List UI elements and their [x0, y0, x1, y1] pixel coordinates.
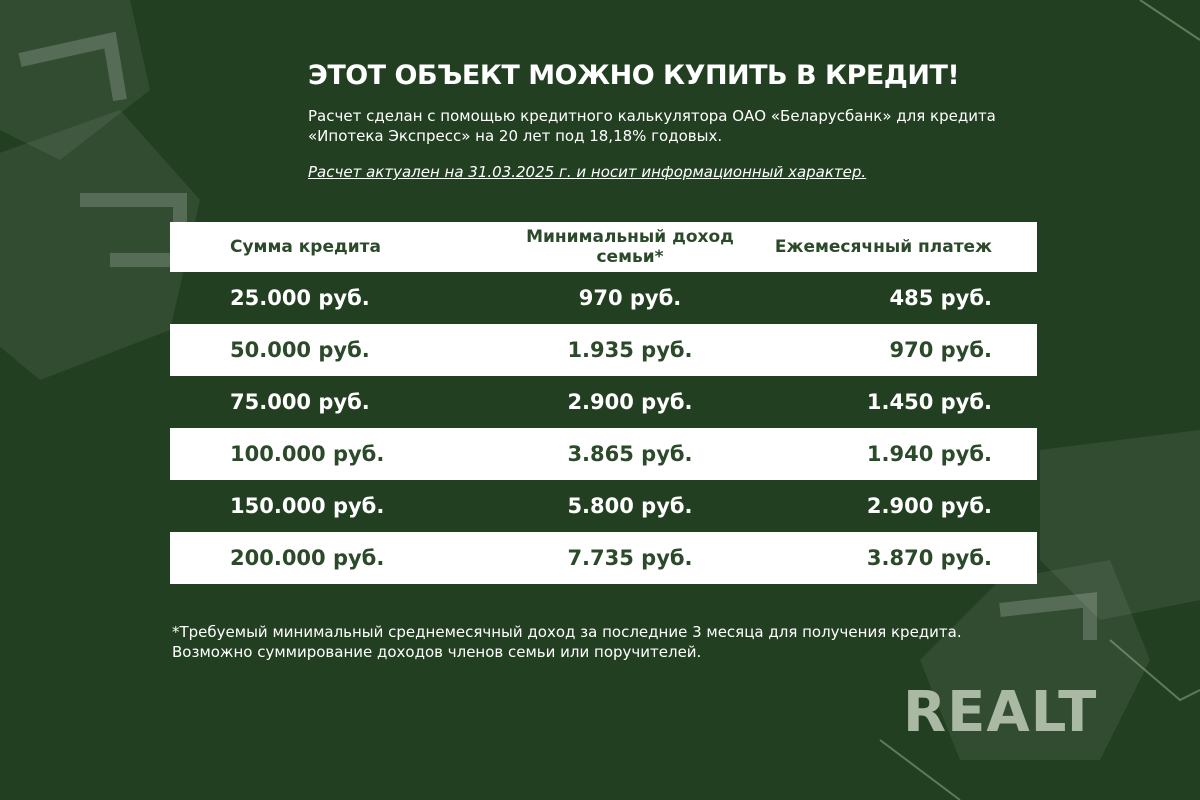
- page-title: ЭТОТ ОБЪЕКТ МОЖНО КУПИТЬ В КРЕДИТ!: [308, 60, 960, 91]
- relevance-note: Расчет актуален на 31.03.2025 г. и носит…: [308, 163, 867, 181]
- table-row: 100.000 руб. 3.865 руб. 1.940 руб.: [170, 428, 1037, 480]
- min-income: 1.935 руб.: [567, 338, 693, 362]
- min-income: 3.865 руб.: [567, 442, 693, 466]
- realt-logo: REALT: [903, 680, 1098, 745]
- loan-amount: 100.000 руб.: [230, 442, 385, 466]
- min-income: 5.800 руб.: [567, 494, 693, 518]
- monthly-payment: 2.900 руб.: [866, 494, 992, 518]
- table-row: 75.000 руб. 2.900 руб. 1.450 руб.: [170, 376, 1037, 428]
- table-row: 25.000 руб. 970 руб. 485 руб.: [170, 272, 1037, 324]
- table-row: 200.000 руб. 7.735 руб. 3.870 руб.: [170, 532, 1037, 584]
- header-min-income: Минимальный доход семьи*: [526, 227, 734, 267]
- header-loan-amount: Сумма кредита: [230, 237, 381, 257]
- calculation-description: Расчет сделан с помощью кредитного кальк…: [308, 107, 996, 145]
- footnote: *Требуемый минимальный среднемесячный до…: [172, 623, 962, 661]
- monthly-payment: 3.870 руб.: [866, 546, 992, 570]
- min-income: 2.900 руб.: [567, 390, 693, 414]
- min-income: 970 руб.: [578, 286, 682, 310]
- monthly-payment: 1.450 руб.: [866, 390, 992, 414]
- monthly-payment: 485 руб.: [889, 286, 992, 310]
- loan-amount: 25.000 руб.: [230, 286, 370, 310]
- table-header: Сумма кредита Минимальный доход семьи* Е…: [170, 222, 1037, 272]
- credit-table: Сумма кредита Минимальный доход семьи* Е…: [170, 222, 1037, 584]
- loan-amount: 200.000 руб.: [230, 546, 385, 570]
- monthly-payment: 970 руб.: [889, 338, 992, 362]
- monthly-payment: 1.940 руб.: [866, 442, 992, 466]
- header-monthly-payment: Ежемесячный платеж: [774, 237, 992, 257]
- table-row: 50.000 руб. 1.935 руб. 970 руб.: [170, 324, 1037, 376]
- loan-amount: 50.000 руб.: [230, 338, 370, 362]
- table-row: 150.000 руб. 5.800 руб. 2.900 руб.: [170, 480, 1037, 532]
- loan-amount: 150.000 руб.: [230, 494, 385, 518]
- loan-amount: 75.000 руб.: [230, 390, 370, 414]
- min-income: 7.735 руб.: [567, 546, 693, 570]
